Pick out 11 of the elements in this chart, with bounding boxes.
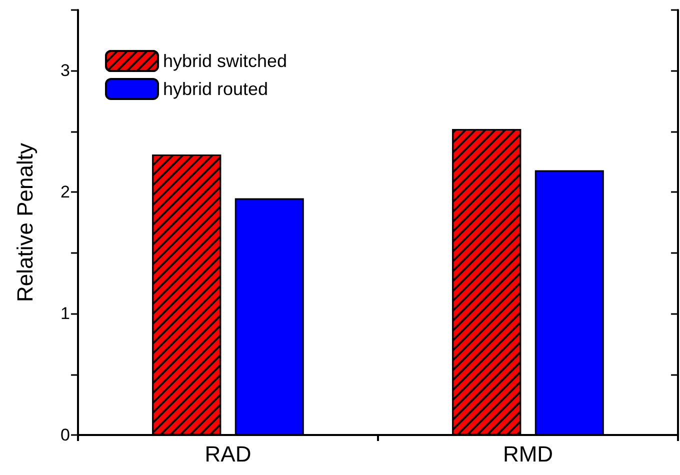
y-tick-label: 2: [60, 182, 70, 202]
y-tick-label: 1: [60, 304, 70, 324]
y-tick-label: 0: [60, 426, 70, 444]
y-axis-title: Relative Penalty: [12, 143, 38, 302]
legend-label: hybrid switched: [163, 51, 288, 71]
bar: [534, 170, 604, 435]
x-tick-label: RAD: [204, 442, 252, 466]
x-tick-label: RMD: [502, 442, 554, 466]
legend-label: hybrid routed: [163, 79, 268, 99]
y-tick-label: 3: [60, 61, 70, 80]
bar: [234, 198, 304, 435]
